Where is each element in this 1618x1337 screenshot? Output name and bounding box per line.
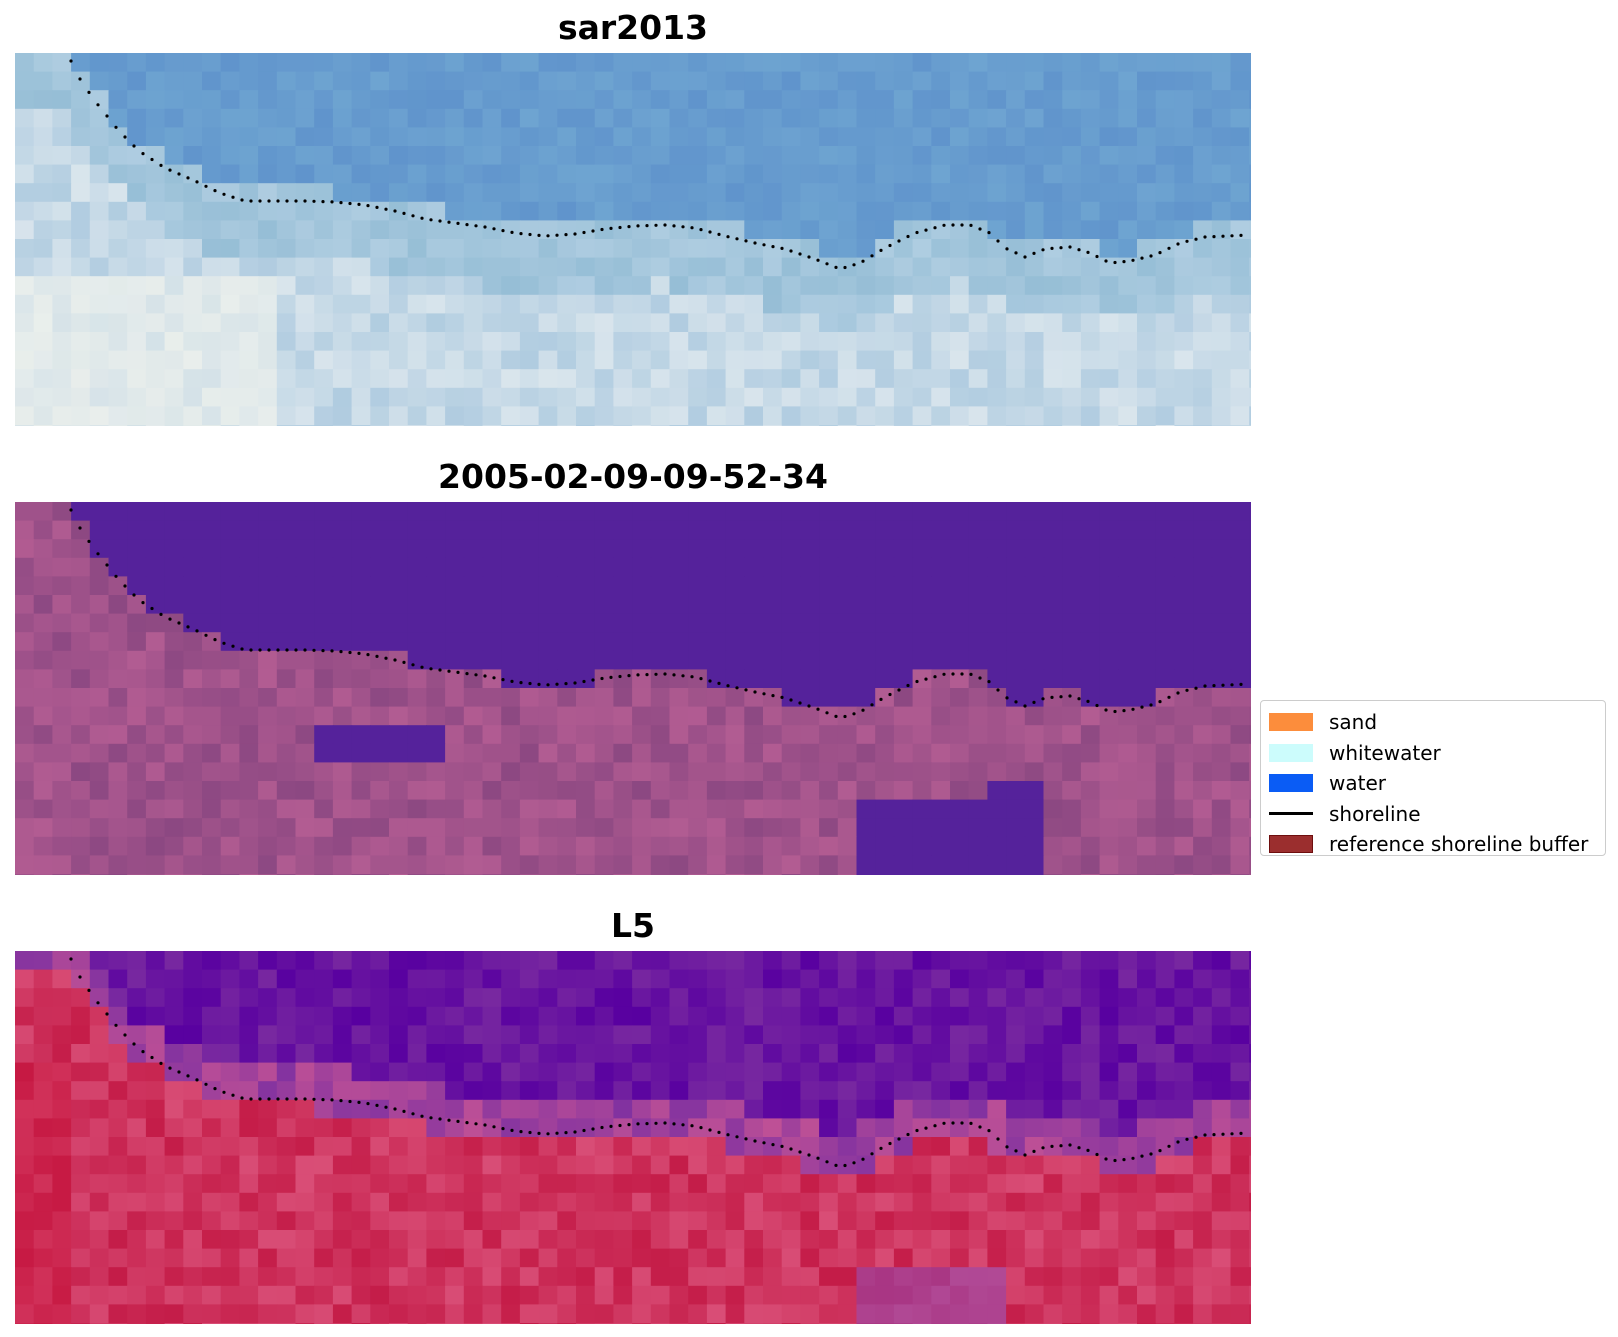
shoreline-dots [69,957,1243,1168]
legend-swatch-sand [1269,713,1313,732]
shoreline-dots [69,508,1243,719]
legend-item-shoreline: shoreline [1269,799,1597,830]
classified-image [15,502,1251,875]
legend-item-reference-buffer: reference shoreline buffer [1269,829,1597,860]
legend-swatch-whitewater [1269,743,1313,762]
panel-title-sar2013: sar2013 [557,8,709,47]
image-panel-l5 [15,951,1251,1324]
legend-swatch-reference-buffer [1269,835,1313,854]
image-panel-classified [15,502,1251,875]
legend: sand whitewater water shoreline referenc… [1260,700,1606,856]
legend-label-sand: sand [1329,710,1378,735]
legend-swatch-shoreline [1269,812,1313,816]
legend-item-water: water [1269,768,1597,799]
legend-item-whitewater: whitewater [1269,738,1597,769]
satellite-image-l5 [15,951,1251,1324]
legend-label-water: water [1329,771,1386,796]
legend-item-sand: sand [1269,707,1597,738]
panel-title-l5: L5 [611,906,655,945]
panel-title-date: 2005-02-09-09-52-34 [438,457,828,496]
legend-label-shoreline: shoreline [1329,801,1421,826]
satellite-image-sar2013 [15,53,1251,426]
legend-label-whitewater: whitewater [1329,740,1441,765]
image-panel-sar2013 [15,53,1251,426]
legend-swatch-water [1269,774,1313,793]
shoreline-dots [69,59,1243,270]
legend-label-reference-buffer: reference shoreline buffer [1329,832,1589,857]
